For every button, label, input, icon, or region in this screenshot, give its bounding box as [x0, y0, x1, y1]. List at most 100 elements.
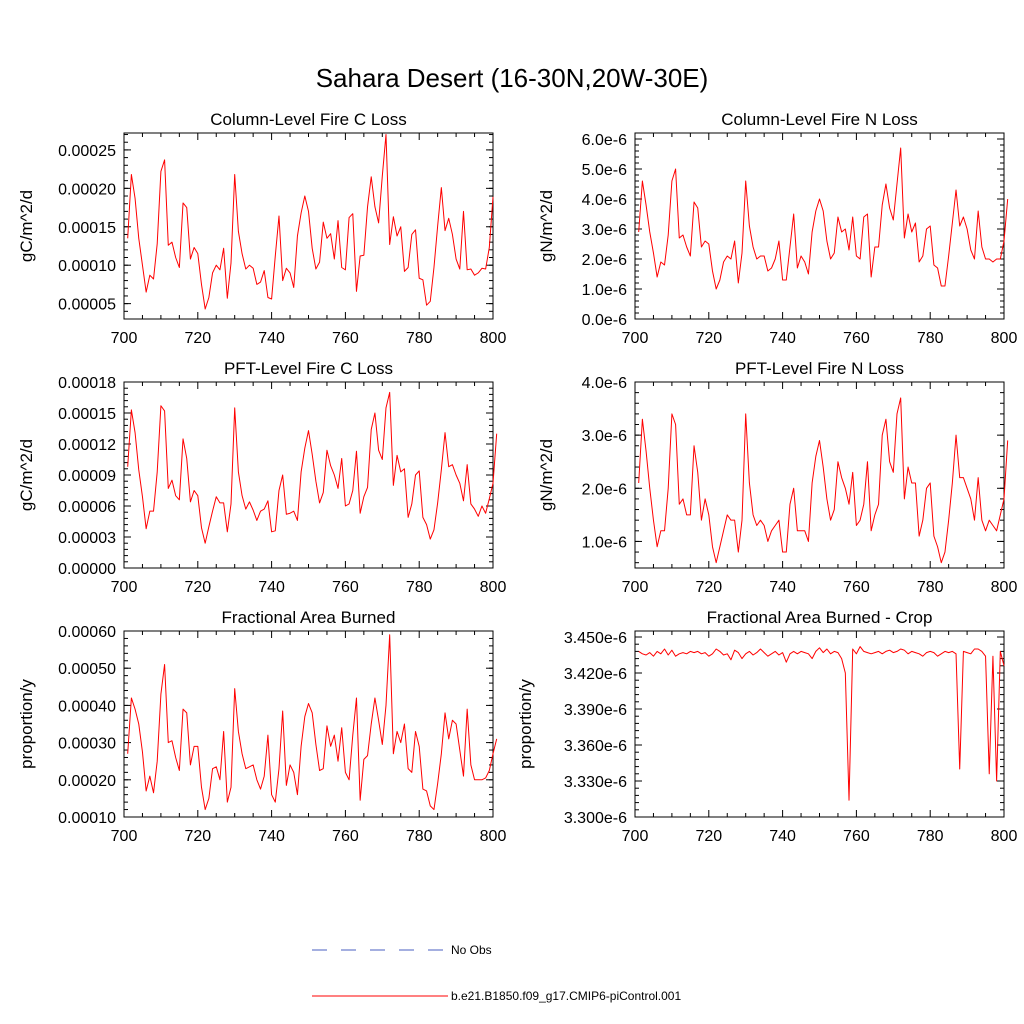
y-tick-label: 0.00040 [58, 698, 116, 715]
y-tick-label: 0.00025 [58, 143, 116, 160]
series-line [127, 391, 498, 544]
x-tick-label: 780 [917, 330, 944, 347]
x-tick-label: 800 [991, 330, 1018, 347]
y-tick-label: 0.00015 [58, 220, 116, 237]
x-tick-label: 740 [258, 579, 285, 596]
y-tick-label: 0.00050 [58, 661, 116, 678]
y-tick-label: 1.0e-6 [582, 534, 627, 551]
x-tick-label: 720 [184, 330, 211, 347]
panel-6: Fractional Area Burned - Crop 700 720 740 76… [516, 608, 1017, 845]
series-line [638, 646, 1005, 801]
x-tick-label: 760 [332, 330, 359, 347]
x-tick-label: 740 [769, 828, 796, 845]
y-tick-label: 0.00060 [58, 624, 116, 641]
x-tick-label: 780 [917, 579, 944, 596]
x-tick-label: 740 [769, 579, 796, 596]
panel-3: PFT-Level Fire C Loss 700 720 740 760 780 800 0… [17, 359, 506, 596]
y-tick-label: 3.300e-6 [564, 810, 627, 827]
y-axis-label: proportion/y [17, 679, 36, 769]
y-tick-label: 3.390e-6 [564, 702, 627, 719]
y-tick-label: 2.0e-6 [582, 252, 627, 269]
y-tick-label: 0.0e-6 [582, 312, 627, 329]
legend-no-obs-label: No Obs [451, 943, 492, 957]
x-tick-label: 700 [111, 330, 138, 347]
x-tick-label: 800 [480, 579, 507, 596]
panel-title: Fractional Area Burned - Crop [707, 608, 933, 627]
y-tick-label: 0.00018 [58, 375, 116, 392]
panel-title: Column-Level Fire C Loss [210, 110, 407, 129]
x-tick-label: 780 [406, 579, 433, 596]
x-tick-label: 800 [480, 330, 507, 347]
y-axis-label: proportion/y [516, 679, 535, 769]
series-line [638, 397, 1009, 564]
y-tick-label: 0.00020 [58, 773, 116, 790]
y-axis-label: gC/m^2/d [17, 439, 36, 511]
x-tick-label: 700 [622, 579, 649, 596]
x-tick-label: 780 [406, 828, 433, 845]
x-tick-label: 760 [332, 828, 359, 845]
x-tick-label: 740 [258, 330, 285, 347]
x-tick-label: 800 [991, 579, 1018, 596]
y-tick-label: 3.0e-6 [582, 222, 627, 239]
y-tick-label: 5.0e-6 [582, 162, 627, 179]
x-tick-label: 760 [843, 828, 870, 845]
y-tick-label: 6.0e-6 [582, 132, 627, 149]
x-tick-label: 740 [258, 828, 285, 845]
y-tick-label: 0.00020 [58, 181, 116, 198]
x-tick-label: 780 [406, 330, 433, 347]
y-tick-label: 0.00010 [58, 258, 116, 275]
panel-5: Fractional Area Burned 700 720 740 760 780 800… [17, 608, 506, 845]
y-tick-label: 0.00006 [58, 499, 116, 516]
y-tick-label: 0.00010 [58, 810, 116, 827]
y-tick-label: 2.0e-6 [582, 481, 627, 498]
x-tick-label: 700 [111, 828, 138, 845]
panel-title: Column-Level Fire N Loss [721, 110, 918, 129]
y-tick-label: 3.330e-6 [564, 774, 627, 791]
x-tick-label: 720 [184, 579, 211, 596]
panel-4: PFT-Level Fire N Loss 700 720 740 760 780 800 1… [537, 359, 1017, 596]
x-tick-label: 740 [769, 330, 796, 347]
x-tick-label: 800 [480, 828, 507, 845]
legend: No Obs b.e21.B1850.f09_g17.CMIP6-piContr… [312, 943, 681, 1003]
y-tick-label: 3.360e-6 [564, 738, 627, 755]
y-axis-label: gC/m^2/d [17, 190, 36, 262]
y-tick-label: 3.0e-6 [582, 428, 627, 445]
x-tick-label: 760 [843, 579, 870, 596]
panel-2: Column-Level Fire N Loss 700 720 740 760 780 8… [537, 110, 1017, 347]
x-tick-label: 720 [184, 828, 211, 845]
y-tick-label: 3.450e-6 [564, 630, 627, 647]
x-tick-label: 780 [917, 828, 944, 845]
y-tick-label: 0.00030 [58, 736, 116, 753]
y-tick-label: 4.0e-6 [582, 375, 627, 392]
x-tick-label: 800 [991, 828, 1018, 845]
figure-title: Sahara Desert (16-30N,20W-30E) [316, 63, 709, 93]
y-tick-label: 1.0e-6 [582, 282, 627, 299]
legend-model-label: b.e21.B1850.f09_g17.CMIP6-piControl.001 [451, 989, 681, 1003]
panel-title: PFT-Level Fire N Loss [735, 359, 904, 378]
series-line [127, 634, 498, 811]
x-tick-label: 760 [332, 579, 359, 596]
series-line [127, 134, 494, 310]
panel-title: PFT-Level Fire C Loss [224, 359, 393, 378]
x-tick-label: 700 [622, 330, 649, 347]
x-tick-label: 700 [111, 579, 138, 596]
panel-1: Column-Level Fire C Loss 700 720 740 760 780 8… [17, 110, 506, 347]
y-tick-label: 0.00012 [58, 437, 116, 454]
y-tick-label: 0.00005 [58, 297, 116, 314]
y-axis-label: gN/m^2/d [537, 439, 556, 511]
y-tick-label: 4.0e-6 [582, 192, 627, 209]
x-tick-label: 720 [695, 579, 722, 596]
plots: Column-Level Fire C Loss 700 720 740 760 780 8… [17, 110, 1017, 845]
y-tick-label: 3.420e-6 [564, 666, 627, 683]
panel-title: Fractional Area Burned [222, 608, 396, 627]
y-tick-label: 0.00015 [58, 406, 116, 423]
y-axis-label: gN/m^2/d [537, 190, 556, 262]
x-tick-label: 720 [695, 330, 722, 347]
x-tick-label: 700 [622, 828, 649, 845]
y-tick-label: 0.00003 [58, 530, 116, 547]
series-line [638, 147, 1009, 290]
y-tick-label: 0.00000 [58, 561, 116, 578]
x-tick-label: 760 [843, 330, 870, 347]
